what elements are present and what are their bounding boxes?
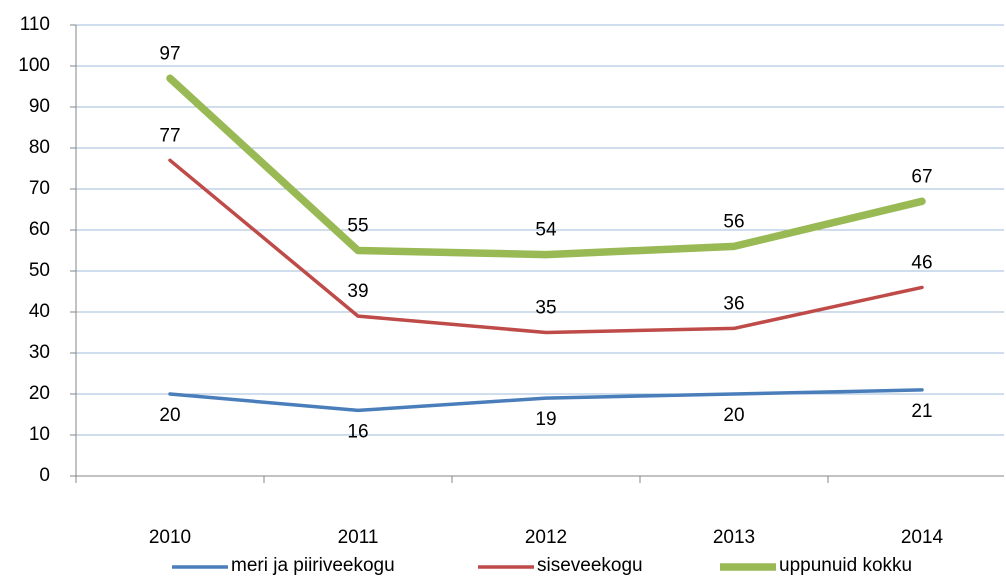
legend-label: meri ja piiriveekogu (231, 555, 395, 576)
data-label: 97 (159, 43, 180, 64)
data-label: 36 (723, 293, 744, 314)
y-tick-label: 80 (29, 137, 50, 158)
data-label: 20 (723, 405, 744, 426)
data-label: 67 (911, 166, 932, 187)
data-label: 56 (723, 211, 744, 232)
y-tick-label: 100 (18, 55, 50, 76)
data-label: 54 (535, 220, 557, 241)
y-tick-label: 40 (29, 301, 50, 322)
x-tick-label: 2012 (525, 527, 567, 548)
data-label: 20 (159, 405, 180, 426)
data-label: 35 (535, 298, 556, 319)
legend-label: siseveekogu (537, 555, 643, 576)
y-tick-label: 50 (29, 260, 50, 281)
data-label: 21 (911, 401, 932, 422)
x-tick-label: 2010 (149, 527, 191, 548)
data-label: 77 (159, 125, 180, 146)
x-tick-label: 2013 (713, 527, 755, 548)
legend-label: uppunuid kokku (779, 555, 912, 576)
data-label: 16 (347, 421, 368, 442)
y-tick-label: 0 (39, 465, 50, 486)
data-label: 19 (535, 409, 556, 430)
series-line (168, 158, 924, 335)
data-label: 55 (347, 216, 368, 237)
series-line (166, 74, 926, 259)
y-tick-label: 20 (29, 383, 50, 404)
x-tick-label: 2014 (901, 527, 944, 548)
y-tick-label: 110 (20, 14, 50, 35)
y-tick-label: 10 (29, 424, 50, 445)
y-tick-label: 70 (29, 178, 50, 199)
y-tick-label: 90 (29, 96, 50, 117)
y-tick-label: 60 (29, 219, 50, 240)
x-tick-label: 2011 (338, 527, 379, 548)
series-line (168, 388, 924, 413)
y-tick-label: 30 (29, 342, 50, 363)
data-label: 46 (911, 252, 932, 273)
data-label: 39 (347, 281, 368, 302)
